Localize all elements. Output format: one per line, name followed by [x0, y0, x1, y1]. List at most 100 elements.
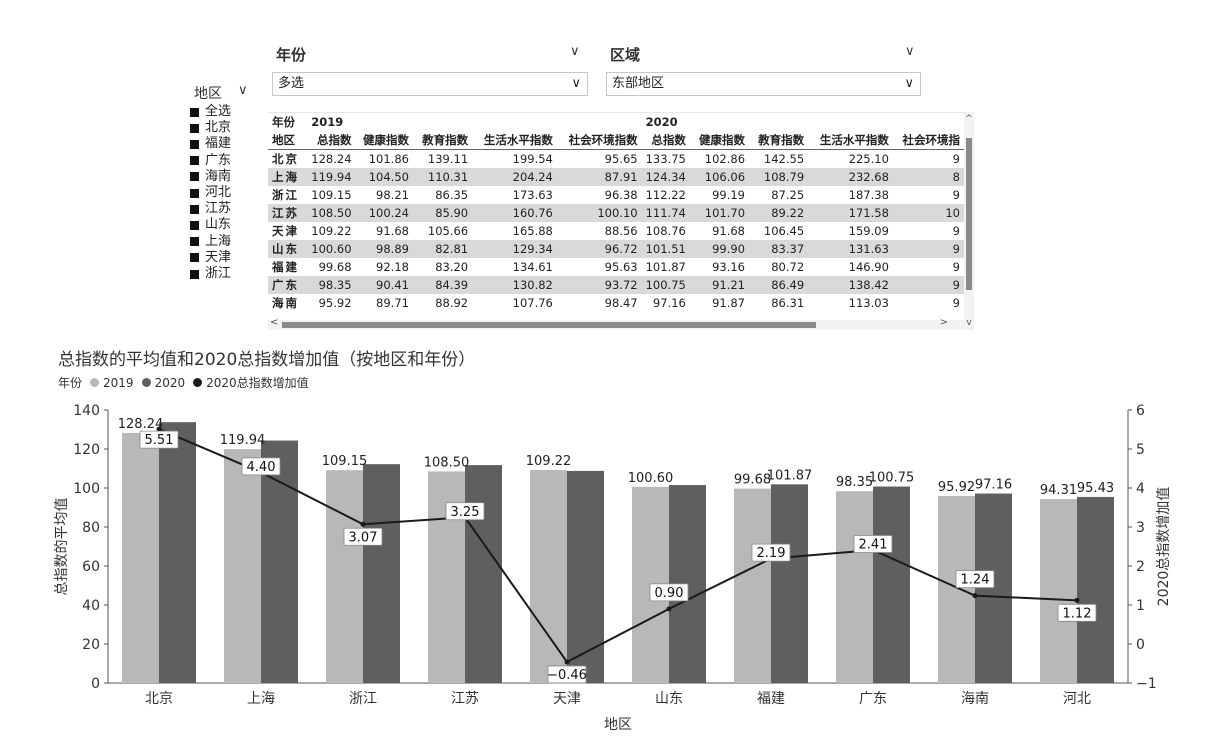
checkbox-checked-icon[interactable]	[190, 253, 199, 263]
value-cell: 86.35	[435, 188, 469, 202]
scroll-down-icon[interactable]: v	[966, 318, 972, 328]
checkbox-checked-icon[interactable]	[190, 221, 199, 231]
legend-item-label[interactable]: 2019	[103, 375, 134, 390]
scroll-right-icon[interactable]: >	[939, 317, 948, 328]
value-cell: 112.22	[645, 188, 686, 202]
value-cell: 138.42	[808, 276, 893, 294]
column-header[interactable]: 教育指数	[412, 131, 473, 150]
checkbox-checked-icon[interactable]	[190, 204, 199, 214]
checkbox-checked-icon[interactable]	[190, 107, 199, 117]
slicer-item[interactable]: 福建	[190, 136, 231, 152]
value-cell: 100.24	[355, 204, 413, 222]
region-cell: 海南	[272, 296, 299, 310]
column-header[interactable]: 健康指数	[689, 131, 750, 150]
region-filter-collapse-icon[interactable]: ∨	[905, 44, 915, 59]
scroll-left-icon[interactable]: <	[270, 317, 279, 328]
checkbox-checked-icon[interactable]	[190, 123, 199, 133]
table-vertical-scrollbar[interactable]: ^ v	[964, 112, 974, 330]
column-header[interactable]: 总指数	[307, 131, 356, 150]
chevron-down-icon[interactable]: ∨	[571, 76, 581, 91]
column-header[interactable]: 社会环境指数	[556, 131, 642, 150]
value-cell: 10	[892, 204, 964, 222]
table-horizontal-scrollbar[interactable]: < >	[268, 317, 964, 330]
y-tick-label: 100	[73, 481, 100, 497]
chevron-down-icon[interactable]: ∨	[904, 76, 914, 91]
data-label-2019: 99.68	[734, 473, 771, 488]
value-cell: 108.76	[645, 224, 686, 238]
legend-title: 年份	[58, 376, 83, 390]
table-row: 山东 100.60 98.89 82.81 129.34 96.72 101.51 99.90…	[268, 240, 964, 258]
slicer-item[interactable]: 海南	[190, 169, 231, 185]
value-cell: 91.21	[689, 276, 750, 294]
value-cell: 90.41	[355, 276, 413, 294]
column-header[interactable]: 生活水平指数	[808, 131, 893, 150]
y-tick-label: 40	[82, 598, 100, 614]
value-cell: 97.16	[652, 296, 686, 310]
value-cell: 88.56	[604, 224, 638, 238]
data-label-2019: 94.31	[1040, 483, 1077, 498]
bar-2019	[938, 495, 975, 683]
column-header[interactable]: 社会环境指	[892, 131, 964, 150]
value-cell: 86.31	[771, 296, 805, 310]
value-cell: 99.19	[712, 188, 746, 202]
scroll-thumb[interactable]	[282, 322, 816, 328]
legend-marker-icon	[193, 378, 203, 387]
slicer-item-label: 天津	[205, 249, 232, 265]
increase-line	[158, 428, 1078, 664]
slicer-item[interactable]: 北京	[190, 120, 231, 136]
value-cell: 98.47	[604, 296, 638, 310]
scroll-thumb[interactable]	[966, 138, 972, 290]
region-dropdown[interactable]: 东部地区 ∨	[606, 72, 921, 96]
checkbox-checked-icon[interactable]	[190, 156, 199, 166]
value-cell: 204.24	[472, 168, 557, 186]
column-header[interactable]: 生活水平指数	[472, 131, 557, 150]
legend-item-label[interactable]: 2020	[154, 375, 186, 390]
value-cell: 101.70	[689, 204, 750, 222]
value-cell: 100.75	[641, 276, 690, 294]
checkbox-checked-icon[interactable]	[190, 188, 199, 198]
data-label-2019: 108.50	[424, 455, 470, 470]
slicer-item[interactable]: 浙江	[190, 266, 231, 282]
value-cell: 93.72	[556, 276, 642, 294]
line-data-label: 1.12	[1063, 606, 1092, 621]
y-tick-label: 120	[73, 442, 100, 458]
slicer-item[interactable]: 上海	[190, 234, 231, 250]
data-label-2019: 109.15	[322, 454, 368, 469]
region-cell: 北京	[272, 152, 299, 166]
slicer-chevron-down-icon[interactable]: ∨	[238, 83, 248, 98]
value-cell: 109.15	[311, 188, 352, 202]
slicer-item-label: 福建	[205, 136, 232, 152]
slicer-item[interactable]: 全选	[190, 104, 231, 120]
checkbox-checked-icon[interactable]	[190, 140, 199, 149]
checkbox-checked-icon[interactable]	[190, 172, 199, 182]
column-header[interactable]: 教育指数	[749, 131, 809, 150]
value-cell: 133.75	[645, 152, 686, 166]
y-tick-label: 80	[82, 520, 100, 536]
x-tick-label: 浙江	[349, 691, 377, 707]
value-cell: 131.63	[808, 240, 893, 258]
x-tick-label: 海南	[961, 691, 989, 707]
checkbox-checked-icon[interactable]	[190, 269, 199, 279]
year-dropdown[interactable]: 多选 ∨	[272, 72, 588, 96]
year-group-header	[413, 113, 472, 131]
region-cell: 广东	[268, 276, 308, 294]
value-cell: 80.72	[771, 260, 805, 274]
bar-2020	[771, 484, 808, 683]
slicer-item[interactable]: 河北	[190, 185, 231, 201]
slicer-item[interactable]: 广东	[190, 153, 231, 169]
line-label-box	[751, 543, 791, 562]
scroll-up-icon[interactable]: ^	[965, 114, 973, 124]
slicer-item-label: 海南	[205, 168, 232, 184]
column-header[interactable]: 健康指数	[355, 131, 413, 150]
slicer-item[interactable]: 江苏	[190, 201, 231, 217]
region-dropdown-value: 东部地区	[612, 76, 665, 91]
data-label-2020: 95.43	[1077, 481, 1114, 496]
column-header[interactable]: 总指数	[641, 131, 690, 150]
bar-2020	[465, 465, 502, 683]
year-filter-collapse-icon[interactable]: ∨	[570, 44, 580, 59]
checkbox-checked-icon[interactable]	[190, 237, 199, 247]
slicer-item[interactable]: 天津	[190, 250, 231, 266]
slicer-item[interactable]: 山东	[190, 217, 231, 233]
legend-item-label[interactable]: 2020总指数增加值	[206, 376, 309, 390]
table-row: 海南 95.92 89.71 88.92 107.76 98.47 97.16 91.87 86…	[268, 294, 964, 312]
